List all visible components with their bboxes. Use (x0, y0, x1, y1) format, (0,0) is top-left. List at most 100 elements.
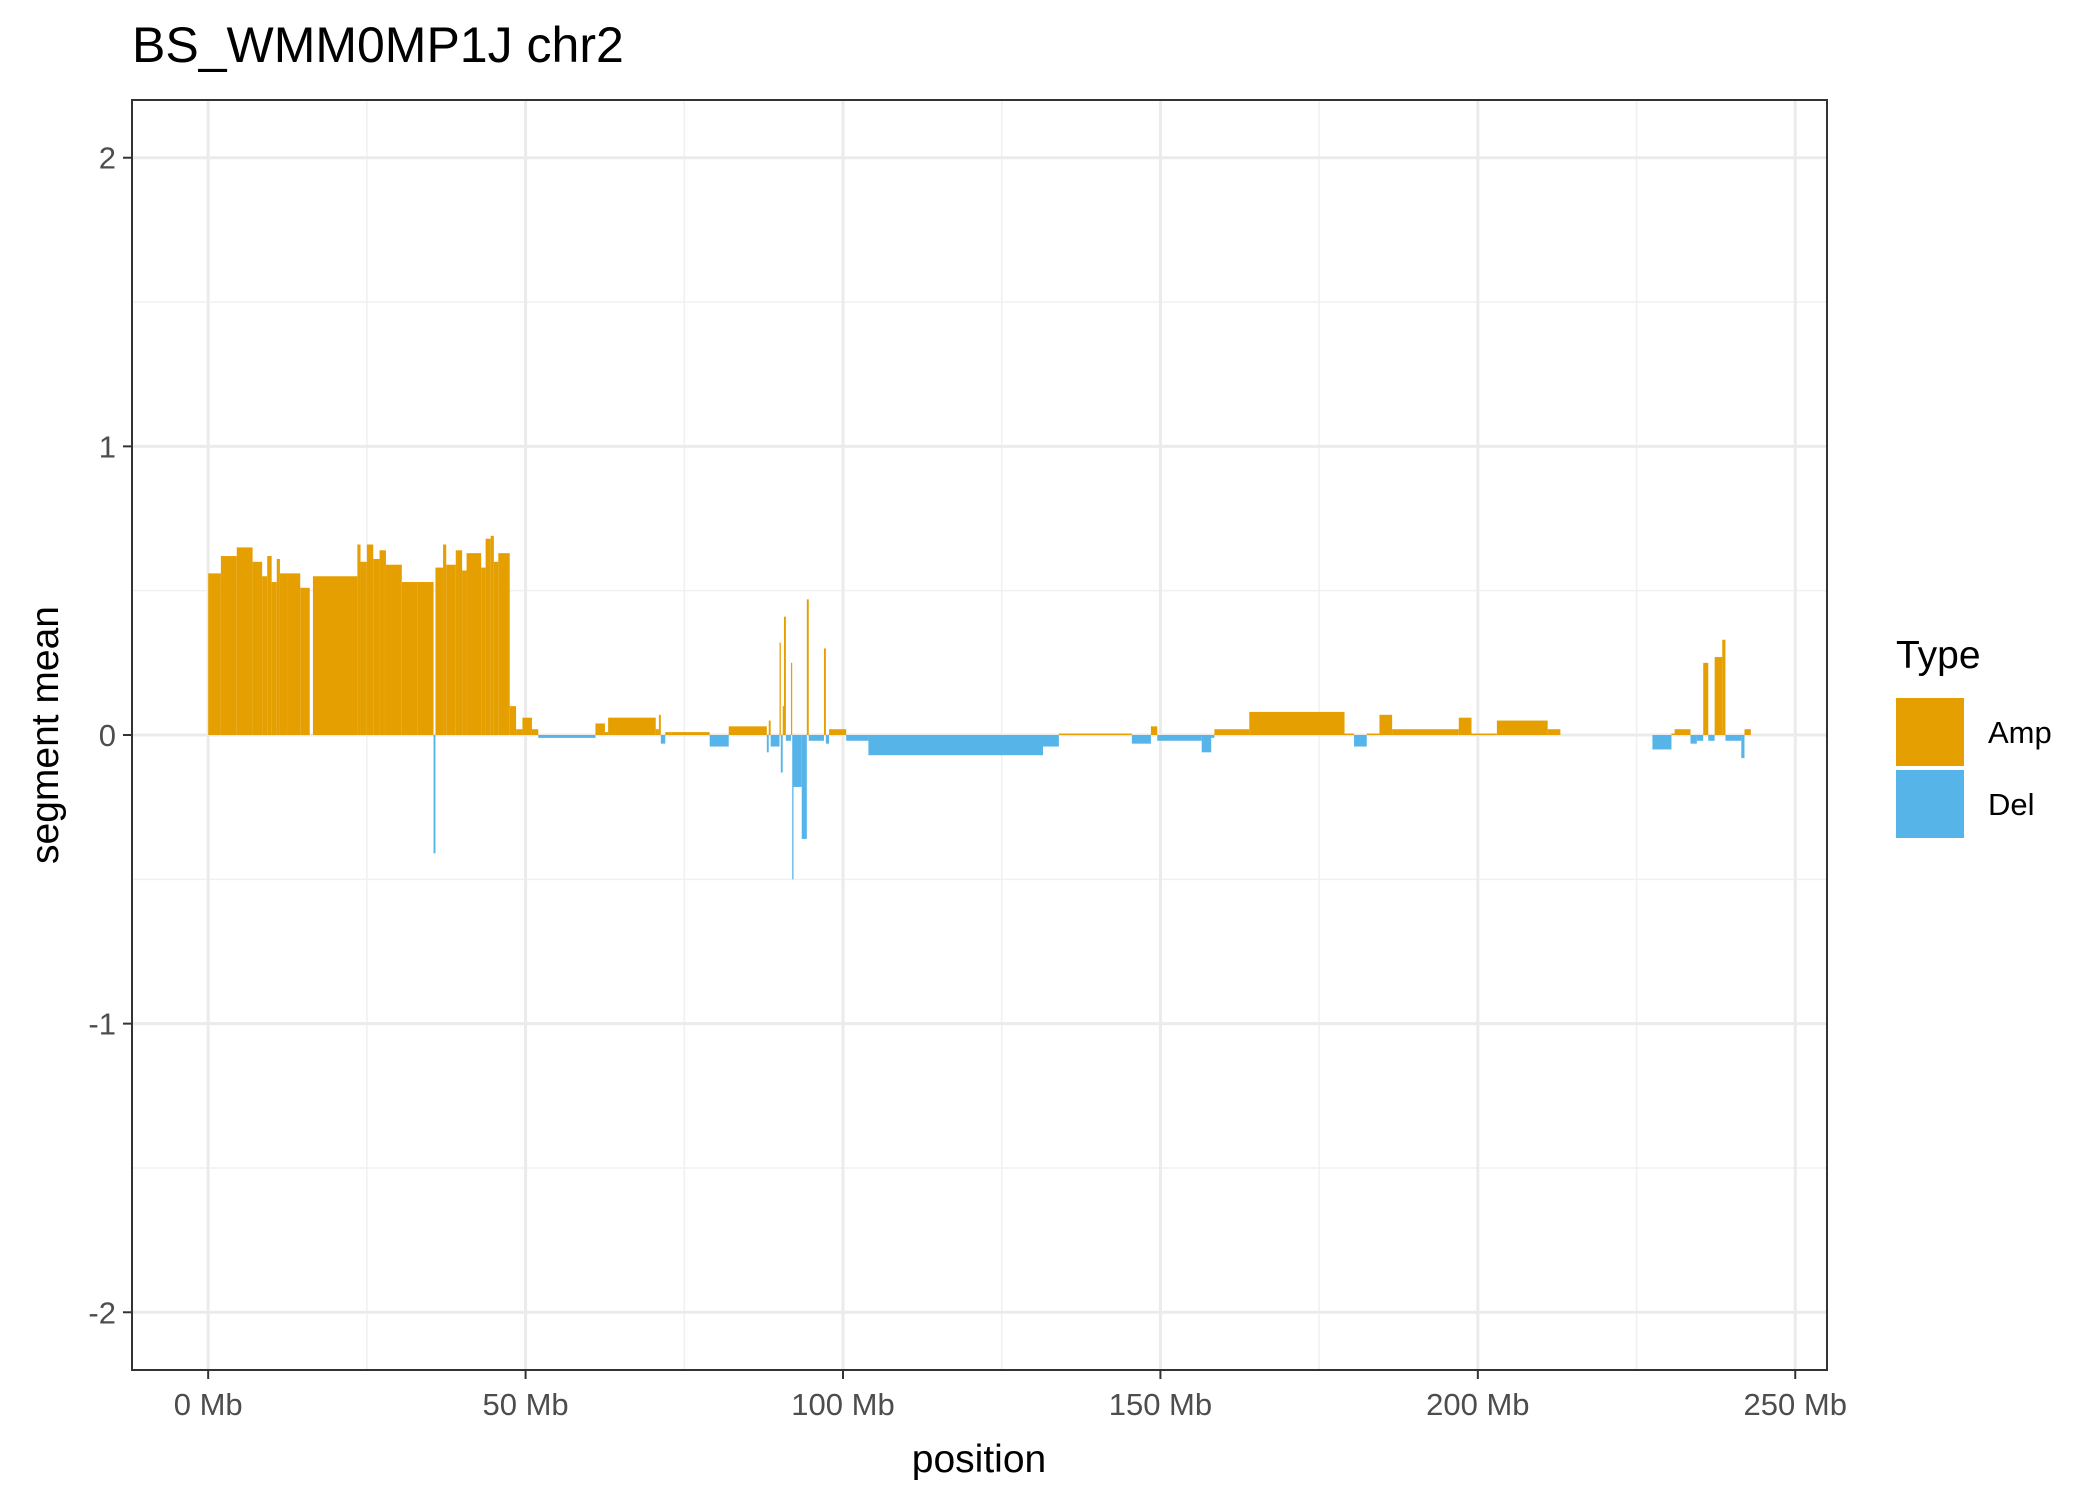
del-segment-bar (1042, 735, 1059, 747)
amp-segment-bar (220, 556, 237, 735)
x-tick-label: 150 Mb (1109, 1387, 1212, 1422)
amp-segment-bar (312, 576, 358, 735)
del-segment-bar (1741, 735, 1745, 759)
amp-segment-bar (366, 544, 374, 735)
legend-label-del: Del (1988, 787, 2035, 822)
amp-segment-bar (208, 573, 221, 735)
del-segment-bar (825, 735, 830, 744)
amp-segment-bar (783, 616, 786, 735)
del-segment-bar (793, 735, 802, 787)
amp-segment-bar (1392, 729, 1459, 735)
amp-segment-bar (357, 544, 361, 735)
del-segment-bar (433, 735, 436, 854)
amp-segment-bar (608, 717, 656, 735)
amp-segment-bar (1496, 720, 1548, 735)
amp-segment-bar (823, 648, 826, 735)
legend-label-amp: Amp (1988, 715, 2052, 750)
legend-title: Type (1896, 634, 1981, 677)
del-segment-bar (766, 735, 769, 753)
amp-segment-bar (1714, 657, 1723, 735)
amp-segment-bar (401, 582, 418, 735)
amp-segment-bar (267, 556, 272, 735)
amp-segment-bar (728, 726, 767, 735)
amp-segment-bar (782, 706, 784, 735)
amp-segment-bar (1481, 733, 1497, 736)
y-axis: 2 1 0 -1 -2 (88, 141, 132, 1330)
amp-segment-bar (1671, 733, 1675, 736)
segment-bars (208, 535, 1751, 880)
amp-segment-bar (531, 729, 539, 735)
amp-segment-bar (1722, 639, 1726, 735)
amp-segment-bar (417, 582, 434, 735)
amp-segment-bar (446, 564, 456, 735)
amp-segment-bar (1344, 733, 1355, 736)
amp-segment-bar (509, 706, 517, 735)
legend-key-del (1896, 770, 1964, 838)
amp-segment-bar (671, 732, 710, 735)
amp-segment-bar (658, 714, 661, 735)
amp-segment-bar (1379, 714, 1393, 735)
y-tick-label: 1 (99, 429, 116, 464)
y-tick-label: -1 (88, 1007, 116, 1042)
del-segment-bar (1211, 735, 1215, 738)
amp-segment-bar (1547, 729, 1561, 735)
amp-segment-bar (1214, 729, 1250, 735)
amp-segment-bar (455, 550, 463, 735)
del-segment-bar (1708, 735, 1715, 741)
del-segment-bar (792, 735, 794, 880)
del-segment-bar (846, 735, 869, 741)
amp-segment-bar (271, 582, 277, 735)
x-tick-label: 0 Mb (174, 1387, 243, 1422)
del-segment-bar (1725, 735, 1742, 741)
legend-key-amp (1896, 698, 1964, 766)
y-tick-label: -2 (88, 1295, 116, 1330)
amp-segment-bar (236, 547, 253, 735)
amp-segment-bar (1150, 726, 1158, 735)
amp-segment-bar (360, 561, 367, 735)
amp-segment-bar (498, 553, 510, 735)
amp-segment-bar (1366, 733, 1380, 736)
amp-segment-bar (252, 561, 263, 735)
y-axis-title: segment mean (24, 606, 67, 864)
amp-segment-bar (481, 567, 486, 735)
amp-segment-bar (462, 570, 467, 735)
amp-segment-bar (1703, 662, 1709, 735)
del-segment-bar (1157, 735, 1202, 741)
amp-segment-bar (379, 550, 386, 735)
amp-segment-bar (485, 538, 491, 735)
legend: Type Amp Del (1896, 634, 2052, 838)
amp-segment-bar (443, 544, 447, 735)
del-segment-bar (801, 735, 807, 839)
del-segment-bar (660, 735, 666, 744)
amp-segment-bar (493, 561, 499, 735)
amp-segment-bar (665, 732, 672, 735)
amp-segment-bar (435, 567, 444, 735)
del-segment-bar (1696, 735, 1704, 741)
x-axis-title: position (912, 1438, 1046, 1481)
amp-segment-bar (1674, 729, 1691, 735)
amp-segment-bar (779, 642, 781, 735)
chart-title: BS_WMM0MP1J chr2 (132, 17, 624, 73)
del-segment-bar (770, 735, 780, 747)
y-tick-label: 0 (99, 718, 116, 753)
amp-segment-bar (790, 662, 793, 735)
amp-segment-bar (1471, 733, 1482, 736)
amp-segment-bar (655, 729, 659, 735)
amp-segment-bar (262, 576, 268, 735)
del-segment-bar (808, 735, 824, 741)
amp-segment-bar (806, 599, 809, 735)
del-segment-bar (1652, 735, 1672, 750)
amp-segment-bar (276, 558, 280, 735)
amp-segment-bar (768, 720, 771, 735)
del-segment-bar (1201, 735, 1212, 753)
x-axis: 0 Mb 50 Mb 100 Mb 150 Mb 200 Mb 250 Mb (174, 1370, 1847, 1422)
amp-segment-bar (279, 573, 288, 735)
amp-segment-bar (516, 729, 523, 735)
amp-segment-bar (595, 723, 605, 735)
amp-segment-bar (1058, 733, 1132, 736)
amp-segment-bar (373, 558, 380, 735)
x-tick-label: 50 Mb (483, 1387, 569, 1422)
x-tick-label: 100 Mb (791, 1387, 894, 1422)
amp-segment-bar (385, 564, 402, 735)
